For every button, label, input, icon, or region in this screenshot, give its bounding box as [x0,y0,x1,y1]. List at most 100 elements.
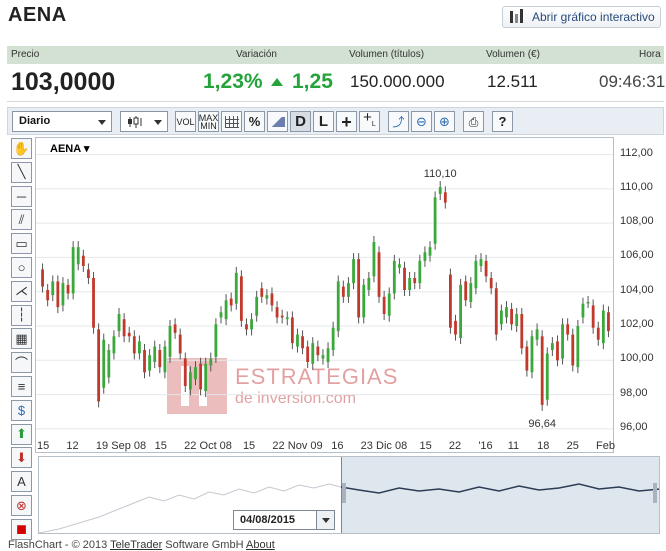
candle [357,253,361,324]
volume-button[interactable]: VOL [175,111,196,132]
candle [607,306,610,338]
down-arrow-tool-button[interactable]: ⬇ [11,447,32,469]
arc-tool-button[interactable]: ⌒ [11,352,32,374]
series-label[interactable]: AENA ▾ [50,143,90,155]
interval-select[interactable]: Diario [12,111,112,132]
daily-button[interactable]: D [290,111,311,132]
hand-tool-button[interactable]: ✋ [11,138,32,159]
candle [443,186,447,209]
text-icon: A [17,474,26,490]
maxmin-button[interactable]: MAX MIN [198,111,219,132]
x-tick-label: 19 [95,440,109,452]
candle-body [188,372,192,390]
log-button[interactable]: L [313,111,334,132]
candle-body [398,264,401,268]
candle-body [454,320,457,335]
candle-body [178,334,182,354]
candle-body [97,329,101,402]
dollar-tool-button[interactable]: $ [11,399,32,421]
candle-body [550,343,554,350]
text-tool-button[interactable]: A [11,471,32,493]
x-tick-label: 15 [419,440,432,452]
candle [265,289,269,305]
candle-body [607,312,610,332]
fibonacci-tool-button[interactable]: ┆ [11,304,32,326]
grid-icon: ▦ [15,330,28,346]
candle [505,301,508,324]
candle [143,344,146,379]
x-tick-label: 15 [242,440,256,452]
x-tick-label: 15 [37,440,50,452]
arc-icon: ⌒ [14,356,28,372]
candle [132,330,136,360]
candle-body [571,334,575,366]
navigator-svg [39,483,659,533]
candle [352,253,355,290]
candle-body [301,336,304,349]
candle-body [479,259,483,266]
navigator-right-handle[interactable] [653,483,657,503]
navigator-date-select[interactable]: 04/08/2015 [233,510,335,530]
chart-type-select[interactable] [120,111,168,132]
candle [245,318,248,336]
price-chart[interactable]: ESTRATEGIAS de inversion.com AENA ▾ 110,10… [35,137,614,453]
candle-body [464,281,468,301]
y-tick-label: 108,00 [620,215,654,228]
crosshair-label-button[interactable]: +L [359,109,380,132]
up-arrow-tool-button[interactable]: ⬆ [11,423,32,445]
candle [209,352,213,372]
open-interactive-chart-button[interactable]: Abrir gráfico interactivo [502,6,661,28]
fan-tool-button[interactable]: ⋌ [11,280,32,302]
candle-body [51,281,55,296]
candle [561,318,564,365]
print-button[interactable]: ⎙ [463,111,484,132]
zoom-out-button[interactable]: ⊖ [411,111,432,132]
navigator-history-line [39,483,342,533]
chevron-down-icon [154,120,162,125]
crosshair-button[interactable]: + [336,111,357,132]
candle [270,287,274,312]
line-tool-button[interactable]: ╲ [11,161,32,183]
circle-tool-button[interactable]: ○ [11,257,32,278]
hand-icon: ✋ [13,140,30,156]
compare-button[interactable] [267,111,288,132]
color-icon: ■ [16,518,27,539]
candle [428,241,432,262]
candle [408,272,412,296]
zoom-trend-button[interactable]: ⤴ [388,111,409,132]
candle [61,277,65,312]
candle-body [438,187,442,194]
candle [194,361,197,386]
candle-body [209,358,213,366]
price-value: 103,0000 [11,68,116,96]
channel-tool-button[interactable]: ⫽ [11,209,32,231]
table-button[interactable] [221,111,242,132]
navigator[interactable] [38,456,660,534]
candle-body [163,346,167,373]
percent-button[interactable]: % [244,111,265,132]
grid-tool-button[interactable]: ▦ [11,328,32,350]
candle [178,328,182,360]
candle [545,347,549,406]
color-tool-button[interactable]: ■ [11,518,32,540]
delete-tool-button[interactable]: ⊗ [11,495,32,516]
up-arrow-icon: ⬆ [16,426,27,442]
rectangle-tool-button[interactable]: ▭ [11,233,32,255]
candle-body [107,350,111,378]
help-button[interactable]: ? [492,111,513,132]
candle-body [367,278,371,290]
navigator-selection[interactable] [341,457,659,533]
crosshair-label-icon: +L [363,109,376,128]
zoom-in-button[interactable]: ⊕ [434,111,455,132]
mountain-chart-icon [270,116,285,127]
about-link[interactable]: About [246,539,275,551]
candle [285,311,289,326]
teletrader-link[interactable]: TeleTrader [110,539,163,551]
annotation-label: 110,10 [424,168,457,180]
candle [464,275,468,307]
navigator-left-handle[interactable] [342,483,346,503]
change-header: Variación [236,49,277,60]
horizontal-line-tool-button[interactable]: ─ [11,185,32,207]
parallel-tool-button[interactable]: ≡ [11,376,32,397]
candle-body [168,326,172,357]
